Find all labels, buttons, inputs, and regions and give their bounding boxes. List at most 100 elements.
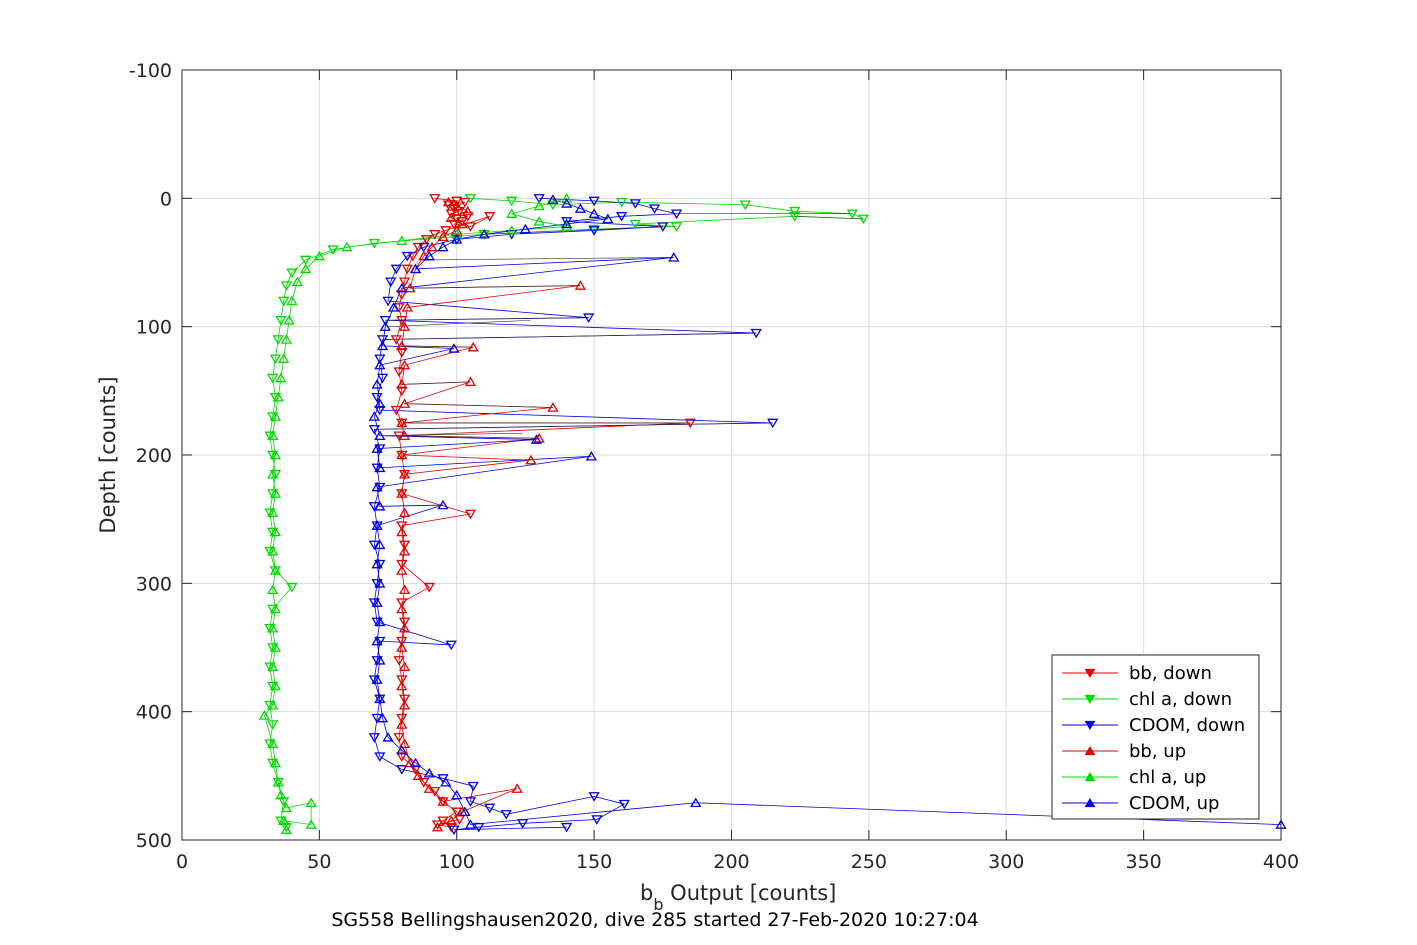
data-point: [561, 217, 573, 227]
data-point: [396, 744, 408, 755]
data-point: [396, 488, 408, 498]
data-point: [291, 276, 304, 287]
data-point: [264, 431, 276, 442]
data-point: [374, 462, 386, 473]
data-point: [533, 216, 545, 226]
data-point: [445, 212, 457, 222]
data-point: [267, 758, 279, 769]
data-point: [657, 222, 669, 232]
data-point: [390, 335, 402, 345]
connector-line: [401, 345, 474, 348]
x-tick-label: 300: [988, 851, 1024, 873]
data-point: [267, 643, 279, 653]
data-point: [374, 359, 386, 370]
data-point: [396, 521, 408, 531]
x-tick-label: 200: [713, 851, 749, 873]
data-point: [275, 315, 287, 326]
data-point: [500, 810, 512, 820]
data-point: [371, 463, 383, 474]
data-point: [376, 335, 389, 345]
data-point: [278, 296, 290, 307]
data-point: [267, 507, 279, 517]
data-point: [300, 255, 312, 266]
data-point: [445, 815, 457, 825]
data-point: [451, 196, 463, 207]
data-point: [267, 468, 279, 479]
data-point: [341, 241, 353, 252]
data-point: [618, 799, 630, 810]
data-point: [269, 354, 282, 365]
data-point: [374, 616, 386, 627]
data-point: [280, 824, 293, 834]
data-point: [278, 815, 290, 825]
data-point: [426, 241, 438, 252]
data-point: [506, 208, 518, 218]
data-point: [267, 661, 279, 671]
connector-line: [374, 422, 773, 430]
legend-label: bb, down: [1129, 663, 1212, 684]
data-point: [467, 781, 479, 792]
data-point: [267, 527, 279, 538]
data-point: [398, 584, 411, 594]
connector-line: [379, 432, 523, 437]
data-point: [374, 444, 386, 454]
data-point: [272, 335, 284, 345]
data-point: [305, 819, 317, 829]
data-point: [374, 752, 386, 762]
data-point: [269, 526, 282, 537]
data-point: [398, 738, 411, 748]
data-point: [547, 194, 559, 204]
data-point: [398, 622, 411, 633]
data-point: [267, 622, 279, 633]
data-point: [407, 251, 419, 262]
data-point: [379, 315, 391, 326]
data-point: [561, 193, 573, 203]
data-point: [264, 508, 276, 519]
data-point: [519, 223, 532, 234]
data-point: [615, 212, 628, 222]
data-point: [429, 230, 441, 240]
data-point: [789, 206, 801, 217]
legend-marker: [1084, 694, 1096, 705]
data-point: [547, 200, 559, 211]
data-point: [464, 797, 477, 807]
data-marks: [258, 193, 1287, 836]
data-point: [374, 405, 386, 416]
caption: SG558 Bellingshausen2020, dive 285 start…: [331, 909, 978, 931]
data-point: [437, 499, 449, 510]
data-point: [374, 693, 386, 704]
data-point: [264, 701, 276, 711]
data-point: [668, 252, 680, 262]
data-point: [376, 373, 389, 384]
y-tick-label: 500: [136, 830, 172, 852]
data-point: [368, 675, 380, 685]
data-point: [269, 642, 282, 652]
data-point: [448, 825, 460, 836]
legend-label: chl a, up: [1129, 767, 1206, 788]
connector-line: [404, 403, 553, 408]
data-point: [420, 235, 433, 245]
data-point: [267, 430, 279, 441]
data-point: [374, 354, 386, 365]
y-tick-label: 400: [136, 702, 172, 724]
data-point: [398, 277, 411, 288]
data-point: [267, 681, 279, 692]
data-point: [412, 242, 424, 253]
legend-marker: [1084, 720, 1096, 731]
data-point: [382, 296, 394, 307]
data-point: [280, 334, 293, 344]
data-point: [269, 680, 282, 691]
data-point: [269, 392, 282, 403]
data-point: [442, 196, 455, 207]
data-point: [857, 214, 870, 225]
data-point: [404, 282, 416, 293]
y-tick-label: 300: [136, 573, 172, 595]
data-point: [464, 509, 477, 520]
data-point: [561, 822, 573, 833]
data-point: [376, 712, 389, 723]
data-point: [393, 367, 405, 377]
data-point: [401, 302, 413, 312]
data-point: [374, 398, 386, 408]
data-point: [423, 250, 435, 261]
